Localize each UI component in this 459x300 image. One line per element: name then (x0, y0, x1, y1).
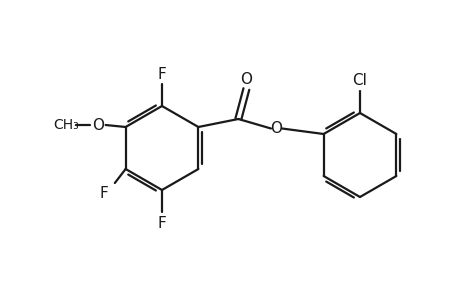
Text: O: O (240, 71, 252, 86)
Text: Cl: Cl (352, 73, 367, 88)
Text: O: O (269, 121, 281, 136)
Text: O: O (91, 118, 103, 133)
Text: F: F (99, 185, 108, 200)
Text: CH₃: CH₃ (53, 118, 78, 132)
Text: F: F (157, 215, 166, 230)
Text: F: F (157, 67, 166, 82)
